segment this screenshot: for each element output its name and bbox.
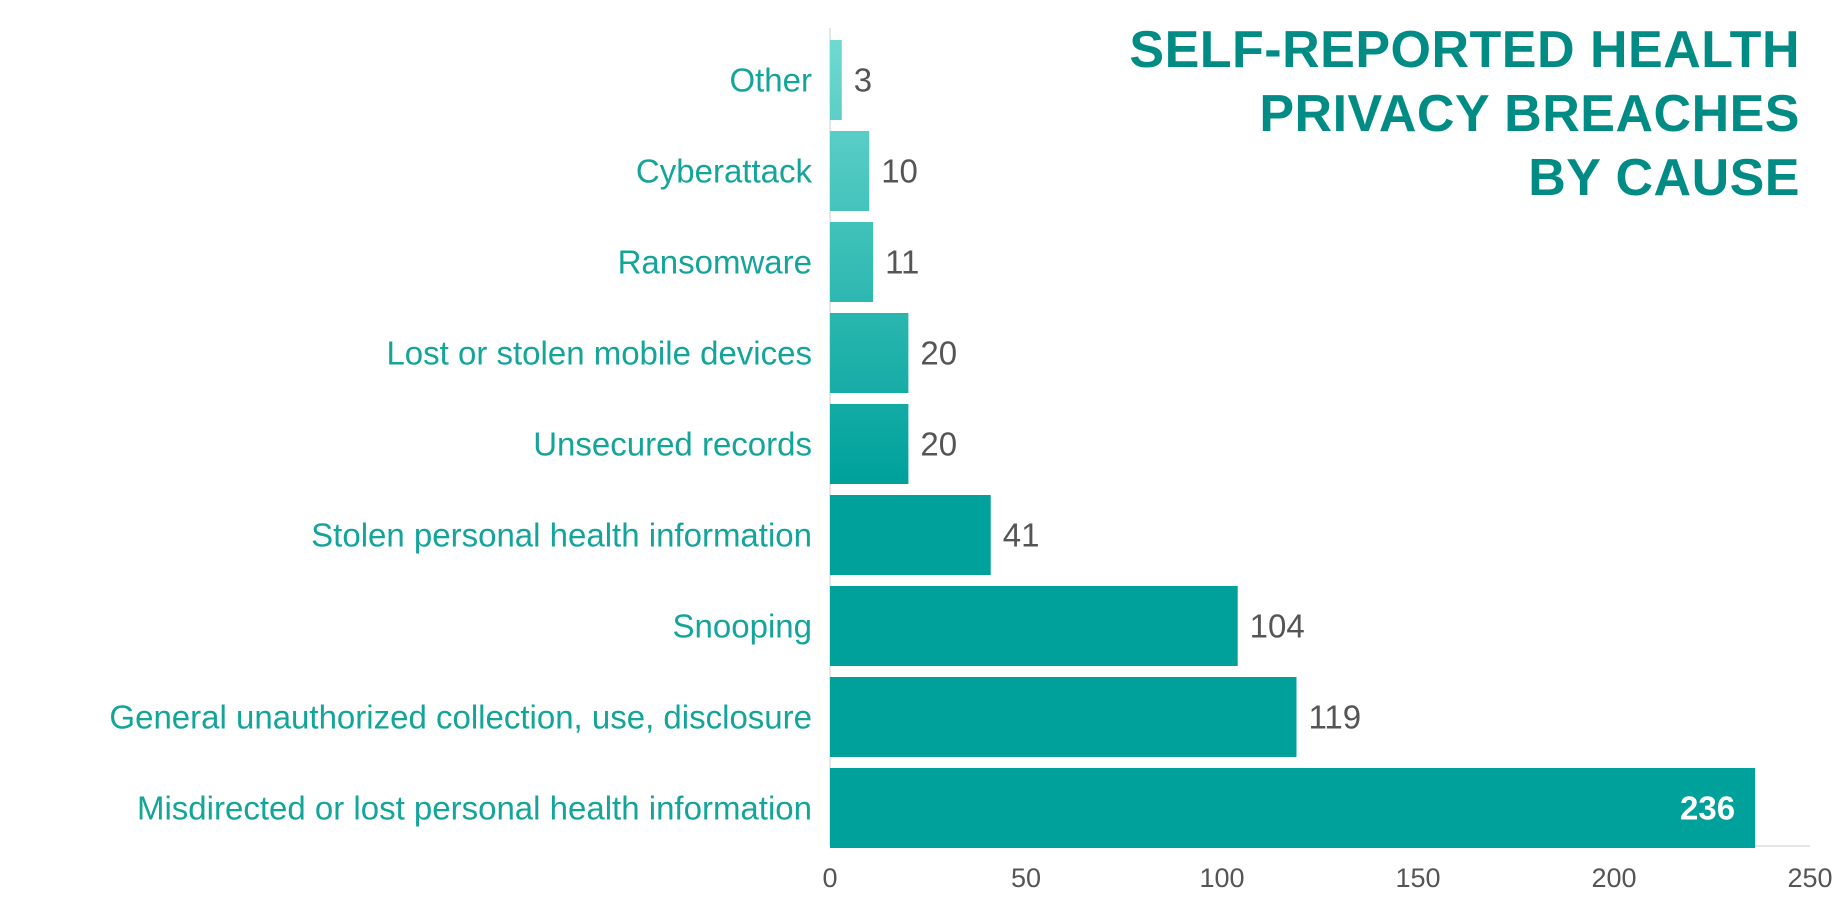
- value-label-snooping: 104: [1250, 608, 1305, 645]
- chart-title-line-3: BY CAUSE: [1528, 149, 1800, 207]
- value-label-misdirected-or-lost-personal-health-information: 236: [1680, 790, 1735, 827]
- x-axis-ticks: 0 50 100 150 200 250: [822, 863, 1832, 893]
- value-label-lost-or-stolen-mobile-devices: 20: [920, 335, 957, 372]
- value-label-ransomware: 11: [885, 244, 919, 281]
- value-labels: 3 10 11 20 20 41 104 119 236: [854, 62, 1735, 827]
- category-label-other: Other: [729, 62, 812, 99]
- value-label-unsecured-records: 20: [920, 426, 957, 463]
- bars-group: [830, 40, 1756, 848]
- x-tick-label-0: 0: [822, 863, 837, 893]
- x-tick-label-200: 200: [1591, 863, 1636, 893]
- category-label-snooping: Snooping: [673, 608, 812, 645]
- chart-title-line-2: PRIVACY BREACHES: [1259, 85, 1800, 143]
- category-label-lost-or-stolen-mobile-devices: Lost or stolen mobile devices: [386, 335, 812, 372]
- category-labels: Other Cyberattack Ransomware Lost or stolen…: [109, 62, 812, 827]
- bar-cyberattack: [830, 131, 870, 211]
- chart-title-line-1: SELF-REPORTED HEALTH: [1129, 21, 1800, 79]
- bar-lost-or-stolen-mobile-devices: [830, 313, 909, 393]
- category-label-general-unauthorized-collection-use-disclosure: General unauthorized collection, use, di…: [109, 699, 812, 736]
- chart-title: SELF-REPORTED HEALTH PRIVACY BREACHES BY…: [1040, 18, 1800, 210]
- category-label-misdirected-or-lost-personal-health-information: Misdirected or lost personal health info…: [137, 790, 812, 827]
- value-label-stolen-personal-health-information: 41: [1003, 517, 1040, 554]
- value-label-general-unauthorized-collection-use-disclosure: 119: [1308, 699, 1361, 736]
- category-label-unsecured-records: Unsecured records: [533, 426, 812, 463]
- bar-snooping: [830, 586, 1238, 666]
- value-label-other: 3: [854, 62, 872, 99]
- bar-other: [830, 40, 842, 120]
- bar-misdirected-or-lost-personal-health-information: [830, 768, 1756, 848]
- bar-ransomware: [830, 222, 874, 302]
- x-tick-label-250: 250: [1787, 863, 1832, 893]
- value-label-cyberattack: 10: [881, 153, 918, 190]
- x-tick-label-50: 50: [1011, 863, 1041, 893]
- bar-stolen-personal-health-information: [830, 495, 991, 575]
- x-tick-label-100: 100: [1199, 863, 1244, 893]
- bar-general-unauthorized-collection-use-disclosure: [830, 677, 1297, 757]
- category-label-cyberattack: Cyberattack: [636, 153, 813, 190]
- category-label-ransomware: Ransomware: [618, 244, 812, 281]
- x-tick-label-150: 150: [1395, 863, 1440, 893]
- category-label-stolen-personal-health-information: Stolen personal health information: [311, 517, 812, 554]
- bar-unsecured-records: [830, 404, 909, 484]
